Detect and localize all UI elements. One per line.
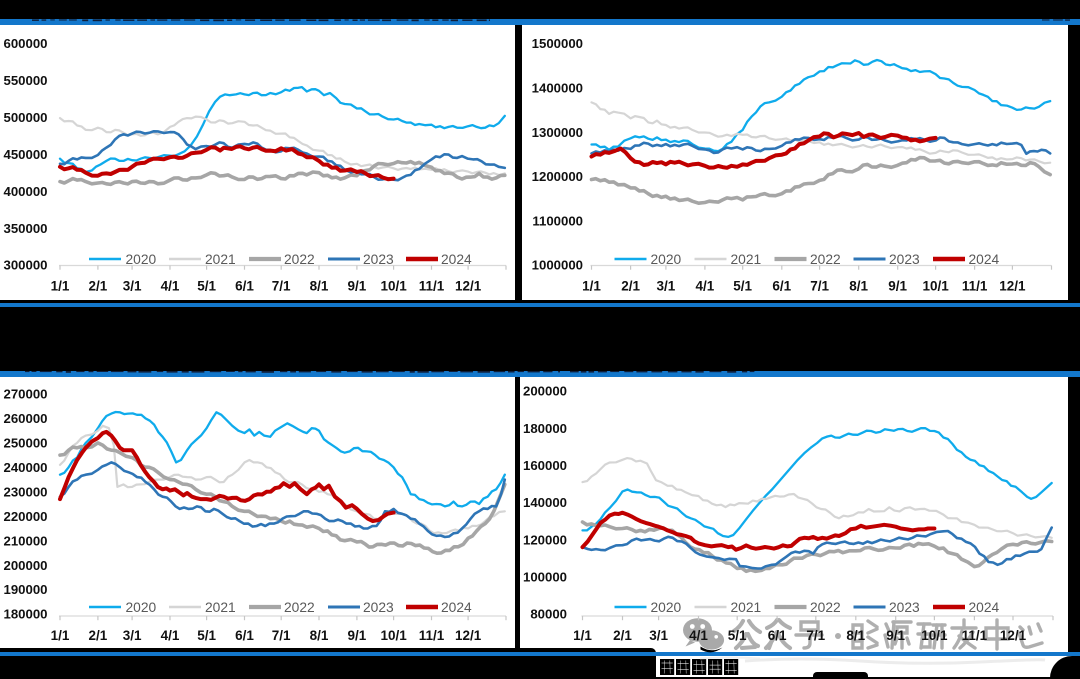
svg-text:7/1: 7/1 — [272, 279, 291, 294]
svg-text:200000: 200000 — [523, 384, 567, 399]
svg-text:220000: 220000 — [3, 509, 47, 524]
svg-text:2024: 2024 — [969, 600, 1000, 615]
svg-text:2021: 2021 — [205, 252, 236, 267]
svg-text:1/1: 1/1 — [582, 279, 601, 294]
svg-text:2/1: 2/1 — [621, 279, 640, 294]
svg-text:12/1: 12/1 — [999, 279, 1026, 294]
svg-text:9/1: 9/1 — [886, 628, 905, 643]
svg-text:550000: 550000 — [3, 73, 47, 88]
svg-text:11/1: 11/1 — [962, 628, 988, 643]
svg-text:4/1: 4/1 — [696, 279, 715, 294]
svg-text:1/1: 1/1 — [51, 279, 70, 294]
svg-text:1500000: 1500000 — [532, 36, 583, 51]
svg-text:6/1: 6/1 — [235, 279, 254, 294]
svg-text:7/1: 7/1 — [810, 279, 829, 294]
svg-text:2023: 2023 — [363, 600, 394, 615]
svg-text:6/1: 6/1 — [235, 628, 254, 643]
svg-text:400000: 400000 — [3, 184, 47, 199]
svg-text:8/1: 8/1 — [310, 628, 329, 643]
svg-text:4/1: 4/1 — [689, 628, 708, 643]
svg-text:2022: 2022 — [810, 600, 841, 615]
svg-text:12/1: 12/1 — [1000, 628, 1027, 643]
svg-text:10/1: 10/1 — [380, 628, 407, 643]
svg-text:180000: 180000 — [3, 607, 47, 622]
svg-text:350000: 350000 — [3, 221, 47, 236]
svg-text:270000: 270000 — [3, 387, 47, 402]
svg-text:10/1: 10/1 — [922, 279, 949, 294]
svg-text:9/1: 9/1 — [348, 628, 367, 643]
svg-text:12/1: 12/1 — [455, 279, 482, 294]
svg-text:2020: 2020 — [651, 252, 682, 267]
svg-text:10/1: 10/1 — [921, 628, 948, 643]
svg-text:160000: 160000 — [523, 458, 567, 473]
svg-text:6/1: 6/1 — [768, 628, 787, 643]
svg-text:2/1: 2/1 — [89, 628, 108, 643]
svg-text:2022: 2022 — [284, 252, 315, 267]
svg-text:260000: 260000 — [3, 411, 47, 426]
svg-text:8/1: 8/1 — [310, 279, 329, 294]
svg-text:1300000: 1300000 — [532, 125, 583, 140]
svg-text:2022: 2022 — [284, 600, 315, 615]
svg-text:11/1: 11/1 — [962, 279, 988, 294]
svg-text:11/1: 11/1 — [419, 279, 445, 294]
svg-text:11/1: 11/1 — [419, 628, 445, 643]
svg-text:6/1: 6/1 — [772, 279, 791, 294]
svg-text:2020: 2020 — [126, 600, 157, 615]
svg-text:8/1: 8/1 — [849, 279, 868, 294]
svg-text:2024: 2024 — [969, 252, 1000, 267]
svg-text:600000: 600000 — [3, 36, 47, 51]
svg-text:10/1: 10/1 — [380, 279, 407, 294]
svg-text:2020: 2020 — [651, 600, 682, 615]
svg-text:9/1: 9/1 — [888, 279, 907, 294]
svg-text:140000: 140000 — [523, 495, 567, 510]
svg-text:8/1: 8/1 — [846, 628, 865, 643]
svg-text:1/1: 1/1 — [573, 628, 592, 643]
svg-text:180000: 180000 — [523, 421, 567, 436]
svg-text:4/1: 4/1 — [161, 628, 180, 643]
svg-text:2024: 2024 — [441, 600, 472, 615]
svg-text:1400000: 1400000 — [532, 81, 583, 96]
svg-text:2/1: 2/1 — [89, 279, 108, 294]
svg-text:2023: 2023 — [363, 252, 394, 267]
svg-text:2021: 2021 — [731, 252, 762, 267]
svg-text:210000: 210000 — [3, 533, 47, 548]
svg-text:2023: 2023 — [889, 600, 920, 615]
svg-text:1200000: 1200000 — [532, 169, 583, 184]
svg-text:3/1: 3/1 — [123, 279, 142, 294]
svg-text:240000: 240000 — [3, 460, 47, 475]
svg-text:450000: 450000 — [3, 147, 47, 162]
svg-text:500000: 500000 — [3, 110, 47, 125]
svg-text:2023: 2023 — [889, 252, 920, 267]
svg-text:2/1: 2/1 — [613, 628, 632, 643]
svg-text:9/1: 9/1 — [348, 279, 367, 294]
svg-text:5/1: 5/1 — [733, 279, 752, 294]
svg-text:2020: 2020 — [126, 252, 157, 267]
svg-text:120000: 120000 — [523, 532, 567, 547]
svg-text:5/1: 5/1 — [728, 628, 747, 643]
svg-text:12/1: 12/1 — [455, 628, 482, 643]
svg-text:190000: 190000 — [3, 582, 47, 597]
svg-text:3/1: 3/1 — [123, 628, 142, 643]
svg-text:300000: 300000 — [3, 258, 47, 273]
svg-text:7/1: 7/1 — [806, 628, 825, 643]
svg-text:100000: 100000 — [523, 570, 567, 585]
svg-text:5/1: 5/1 — [197, 279, 216, 294]
svg-text:250000: 250000 — [3, 436, 47, 451]
svg-text:200000: 200000 — [3, 558, 47, 573]
svg-text:1/1: 1/1 — [51, 628, 70, 643]
svg-text:80000: 80000 — [530, 607, 567, 622]
svg-text:3/1: 3/1 — [649, 628, 668, 643]
svg-text:2021: 2021 — [731, 600, 762, 615]
svg-text:2021: 2021 — [205, 600, 236, 615]
svg-text:1100000: 1100000 — [532, 213, 583, 228]
svg-text:4/1: 4/1 — [161, 279, 180, 294]
svg-text:1000000: 1000000 — [532, 258, 583, 273]
svg-text:3/1: 3/1 — [657, 279, 676, 294]
svg-text:5/1: 5/1 — [197, 628, 216, 643]
svg-text:2024: 2024 — [441, 252, 472, 267]
svg-text:7/1: 7/1 — [272, 628, 291, 643]
svg-text:230000: 230000 — [3, 484, 47, 499]
svg-text:2022: 2022 — [810, 252, 841, 267]
